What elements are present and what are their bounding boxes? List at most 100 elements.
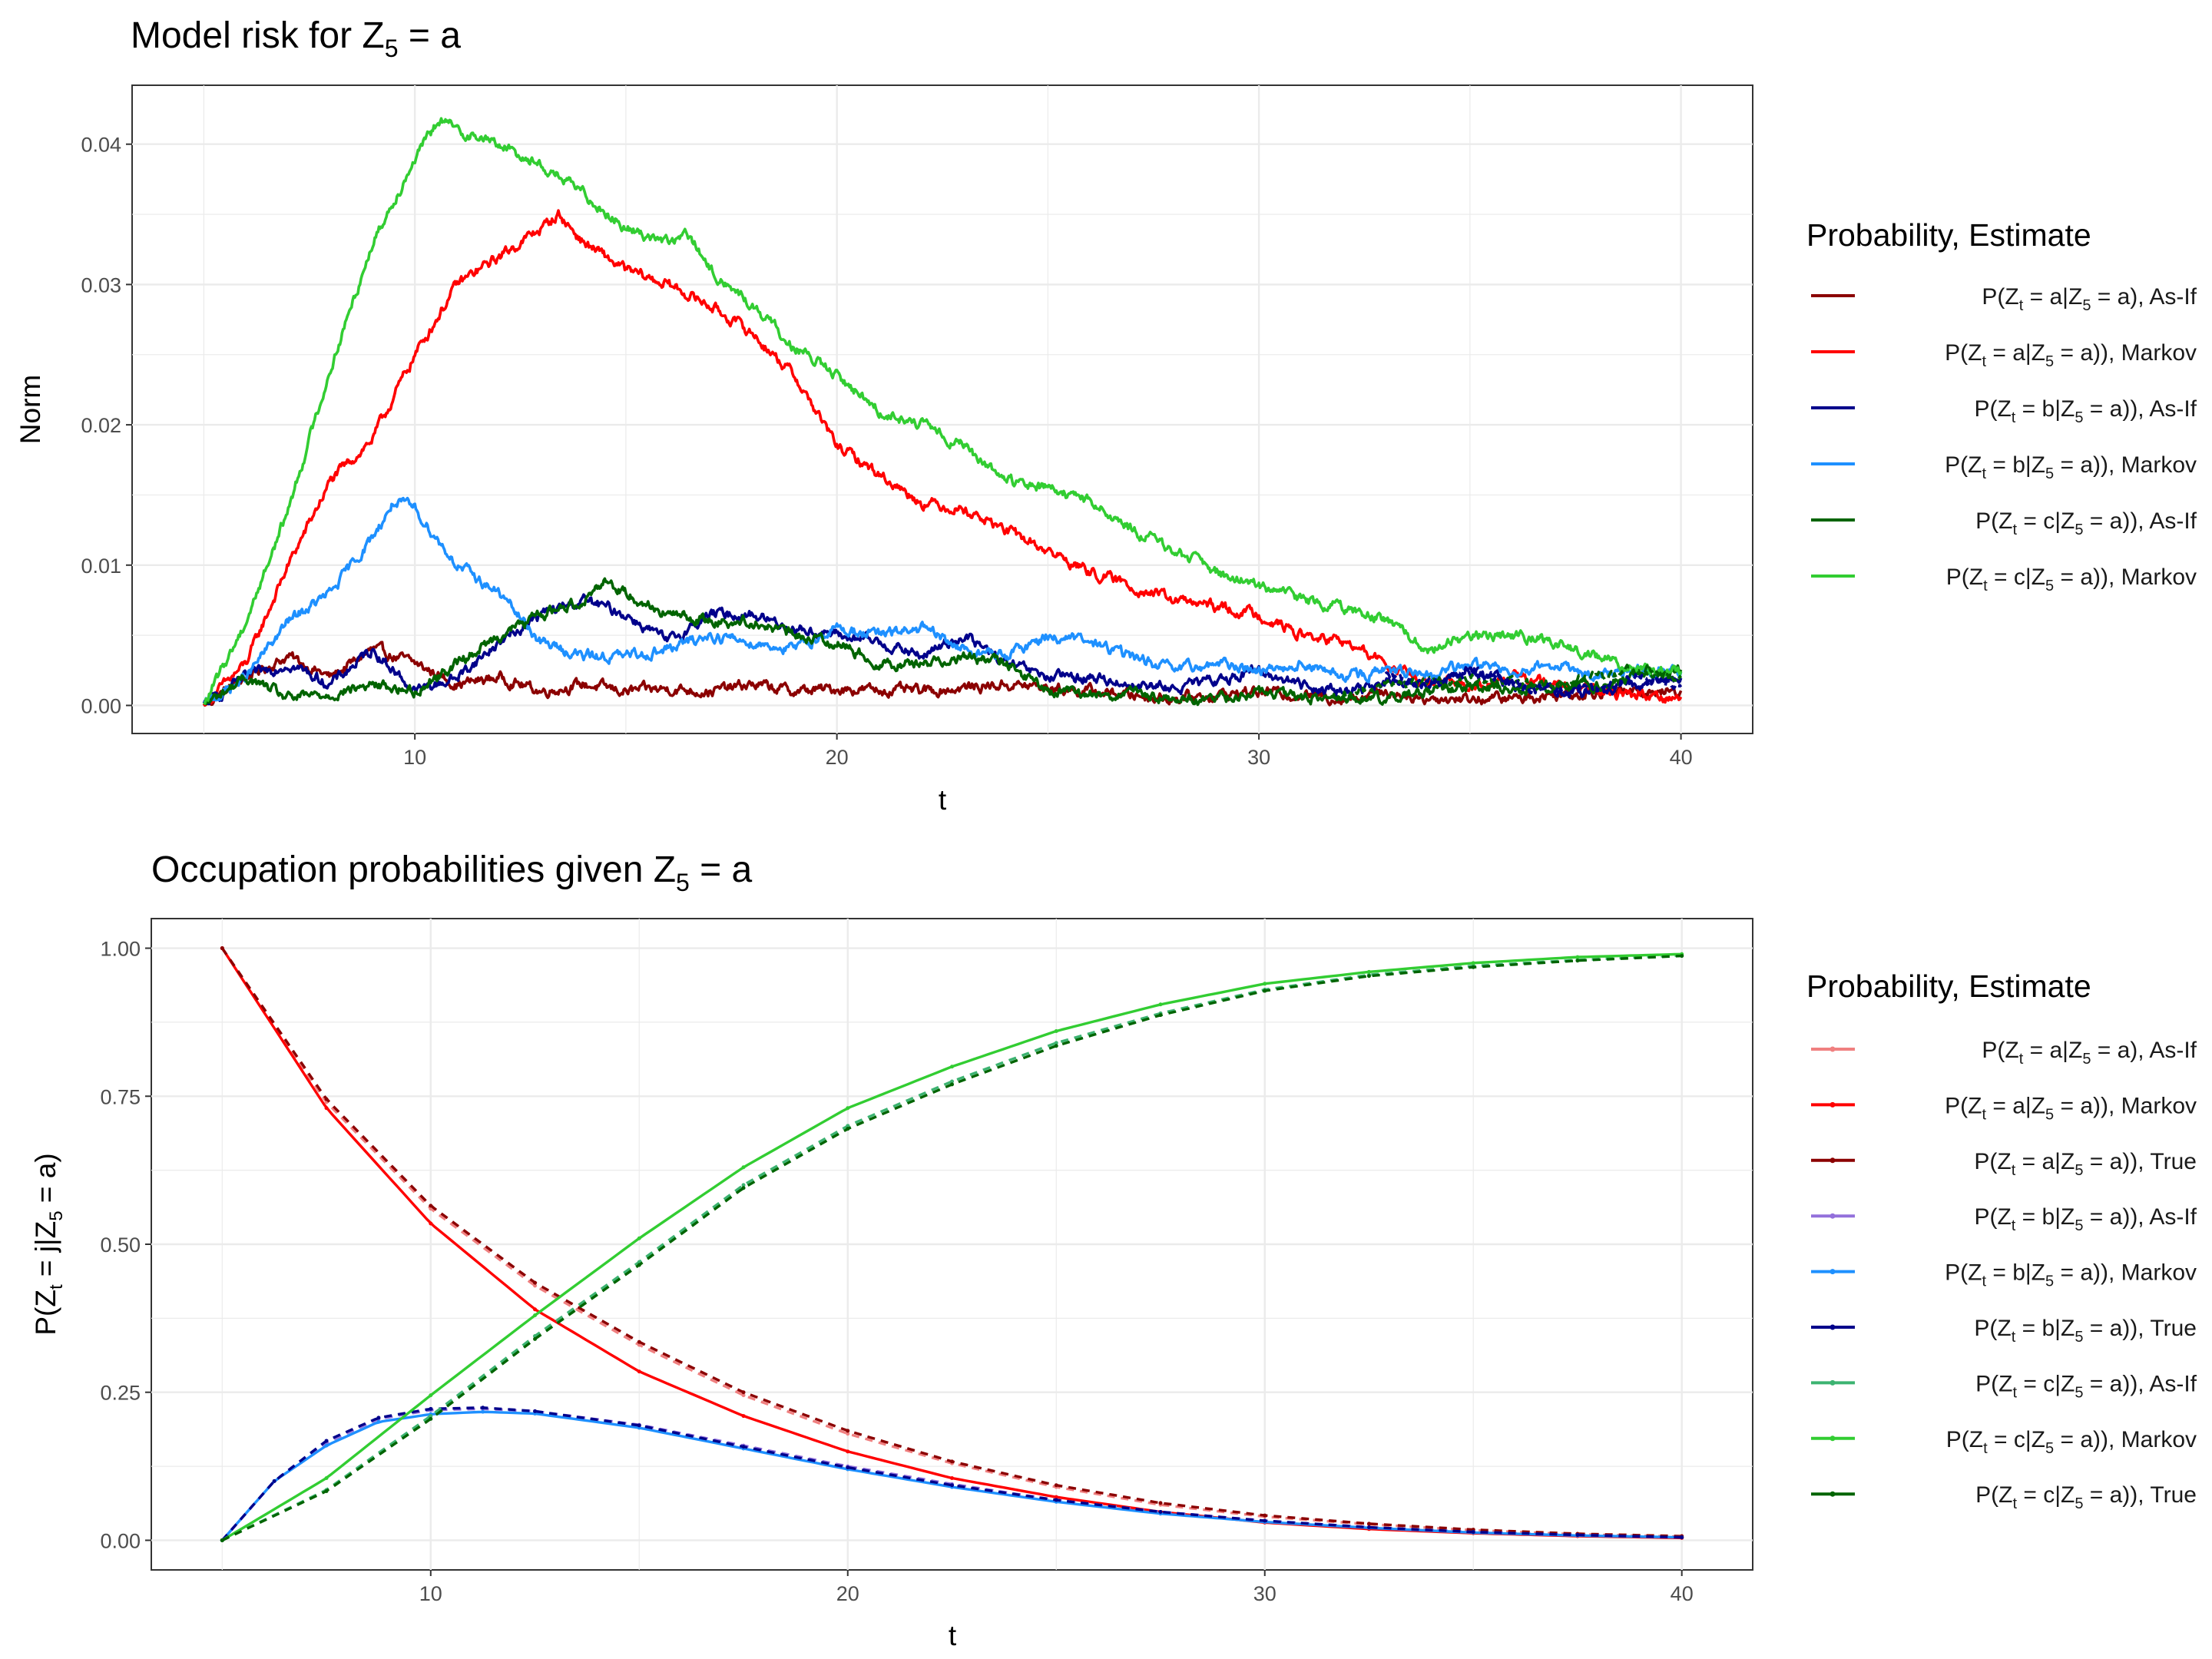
legend-item: P(Zt = c|Z5 = a)), As-If bbox=[1811, 1371, 2197, 1401]
legend-item: P(Zt = b|Z5 = a)), True bbox=[1811, 1316, 2197, 1346]
chart-occupation-probabilities: Occupation probabilities given Z5 = a 0.… bbox=[30, 849, 2197, 1651]
data-point bbox=[533, 1307, 538, 1312]
data-point bbox=[950, 1483, 954, 1488]
legend-key-point bbox=[1830, 1491, 1836, 1497]
legend-label: P(Zt = b|Z5 = a)), As-If bbox=[1974, 1204, 2197, 1234]
data-point bbox=[1054, 1483, 1058, 1488]
legend-key-point bbox=[1830, 1157, 1836, 1164]
data-point bbox=[1054, 1495, 1058, 1499]
chart-model-risk: Model risk for Z5 = a 0.000.010.020.030.… bbox=[15, 15, 2197, 816]
series-lines bbox=[202, 117, 1683, 707]
data-point bbox=[429, 1393, 433, 1398]
series-line bbox=[1342, 664, 1683, 700]
legend-label: P(Zt = a|Z5 = a)), Markov bbox=[1945, 1093, 2197, 1123]
data-point bbox=[1263, 982, 1267, 986]
title-subscript: 5 bbox=[676, 869, 690, 896]
y-tick-label: 0.00 bbox=[100, 1529, 141, 1552]
data-point bbox=[846, 1127, 850, 1131]
y-axis-label: Norm bbox=[15, 375, 46, 444]
data-point bbox=[1680, 954, 1684, 959]
data-point bbox=[637, 1423, 641, 1428]
data-point bbox=[1158, 1501, 1163, 1505]
data-point bbox=[1366, 1525, 1371, 1529]
legend-item: P(Zt = c|Z5 = a)), True bbox=[1811, 1482, 2197, 1512]
chart-title: Model risk for Z5 = a bbox=[131, 15, 461, 62]
data-point bbox=[1471, 1530, 1475, 1535]
legend-label: P(Zt = c|Z5 = a)), True bbox=[1975, 1482, 2197, 1512]
legend-item: P(Zt = a|Z5 = a), As-If bbox=[1811, 284, 2197, 314]
x-tick-label: 30 bbox=[1253, 1582, 1277, 1605]
data-point bbox=[481, 1406, 485, 1410]
data-point bbox=[429, 1406, 433, 1411]
data-point bbox=[950, 1459, 954, 1464]
data-point bbox=[1471, 965, 1475, 969]
data-point bbox=[1263, 1518, 1267, 1523]
data-point bbox=[637, 1339, 641, 1344]
legend-item: P(Zt = b|Z5 = a)), As-If bbox=[1811, 1204, 2197, 1234]
x-tick-labels: 10 20 30 40 bbox=[419, 1570, 1694, 1605]
data-point bbox=[741, 1414, 746, 1419]
data-point bbox=[846, 1449, 850, 1454]
data-point bbox=[220, 946, 224, 951]
legend-label: P(Zt = a|Z5 = a), As-If bbox=[1982, 284, 2197, 314]
data-point bbox=[324, 1106, 329, 1111]
y-tick-label: 0.00 bbox=[81, 694, 121, 717]
data-point bbox=[220, 1538, 224, 1542]
x-tick-label: 40 bbox=[1671, 1582, 1694, 1605]
y-tick-label: 0.03 bbox=[81, 273, 121, 296]
series-line bbox=[203, 577, 1683, 707]
data-point bbox=[637, 1263, 641, 1267]
data-point bbox=[1575, 959, 1580, 963]
y-tick-label: 0.75 bbox=[100, 1085, 141, 1108]
grid bbox=[151, 919, 1753, 1570]
y-tick-labels: 0.00 0.01 0.02 0.03 0.04 bbox=[81, 134, 132, 717]
x-axis-label: t bbox=[939, 784, 947, 816]
data-point bbox=[533, 1409, 538, 1413]
data-point bbox=[950, 1065, 954, 1069]
data-point bbox=[533, 1336, 538, 1341]
data-point bbox=[376, 1419, 381, 1424]
data-point bbox=[429, 1204, 433, 1208]
data-point bbox=[324, 1476, 329, 1481]
series-line bbox=[1384, 666, 1683, 698]
data-point bbox=[846, 1465, 850, 1470]
legend-label: P(Zt = a|Z5 = a)), True bbox=[1974, 1149, 2197, 1179]
title-text: Occupation probabilities given Z bbox=[151, 849, 676, 890]
title-suffix: = a bbox=[690, 849, 753, 890]
legend-item: P(Zt = c|Z5 = a)), Markov bbox=[1811, 565, 2197, 594]
y-tick-label: 0.04 bbox=[81, 134, 121, 157]
x-tick-label: 30 bbox=[1247, 746, 1270, 769]
legend-label: P(Zt = c|Z5 = a)), Markov bbox=[1946, 1427, 2197, 1457]
legend-label: P(Zt = c|Z5 = a)), As-If bbox=[1975, 508, 2197, 538]
y-tick-label: 0.25 bbox=[100, 1382, 141, 1405]
y-tick-labels: 0.00 0.25 0.50 0.75 1.00 bbox=[100, 938, 151, 1552]
series-line bbox=[202, 641, 1683, 707]
data-point bbox=[324, 1443, 329, 1448]
x-tick-label: 20 bbox=[836, 1582, 859, 1605]
data-point bbox=[1158, 1013, 1163, 1018]
data-point bbox=[741, 1165, 746, 1170]
legend-item: P(Zt = b|Z5 = a)), Markov bbox=[1811, 1260, 2197, 1290]
legend-label: P(Zt = a|Z5 = a)), Markov bbox=[1945, 340, 2197, 370]
data-point bbox=[741, 1186, 746, 1190]
legend-item: P(Zt = a|Z5 = a)), Markov bbox=[1811, 340, 2197, 370]
data-point bbox=[846, 1124, 850, 1128]
data-point bbox=[429, 1221, 433, 1226]
x-tick-labels: 10 20 30 40 bbox=[403, 733, 1693, 769]
legend-key-point bbox=[1830, 1269, 1836, 1275]
data-point bbox=[741, 1183, 746, 1187]
data-point bbox=[1366, 1522, 1371, 1526]
data-point bbox=[846, 1432, 850, 1436]
legend-key-point bbox=[1830, 1324, 1836, 1330]
data-point bbox=[429, 1416, 433, 1421]
y-tick-label: 0.01 bbox=[81, 555, 121, 578]
data-point bbox=[1054, 1041, 1058, 1045]
data-point bbox=[637, 1236, 641, 1240]
data-point bbox=[1054, 1044, 1058, 1048]
data-point bbox=[1471, 961, 1475, 965]
data-point bbox=[741, 1390, 746, 1395]
data-point bbox=[1366, 974, 1371, 979]
legend-title: Probability, Estimate bbox=[1806, 969, 2091, 1004]
legend-label: P(Zt = c|Z5 = a)), Markov bbox=[1946, 565, 2197, 594]
